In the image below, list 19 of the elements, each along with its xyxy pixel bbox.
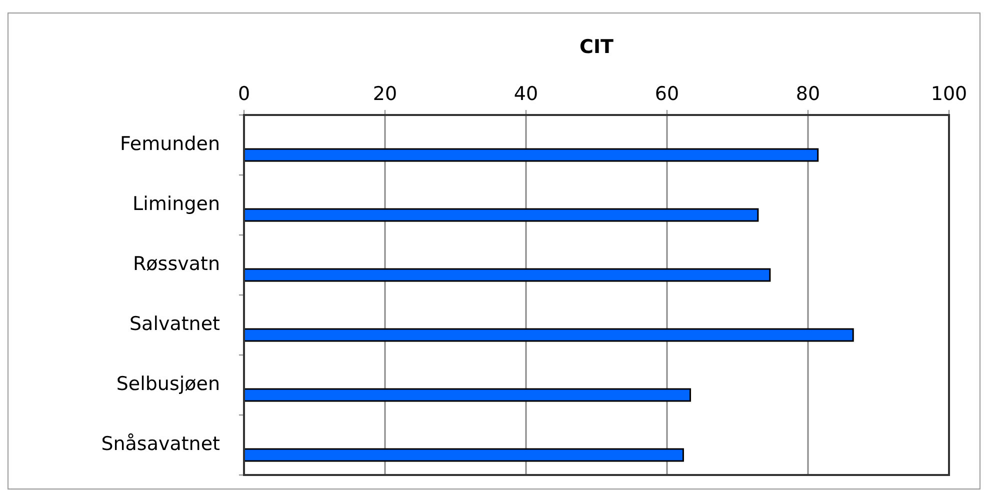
- bar: [243, 148, 819, 162]
- x-axis-title: CIT: [580, 36, 614, 58]
- y-tick-label: Røssvatn: [132, 253, 220, 275]
- y-tick-label: Selbusjøen: [116, 373, 220, 395]
- bar: [243, 208, 759, 222]
- x-tick-label: 40: [514, 83, 538, 105]
- bar: [243, 388, 692, 402]
- y-tick-label: Salvatnet: [129, 313, 220, 335]
- bar: [243, 268, 771, 282]
- x-tick-label: 60: [654, 83, 680, 105]
- x-tick-label: 80: [796, 83, 820, 105]
- bar: [243, 448, 684, 462]
- bar: [243, 328, 854, 342]
- x-tick-label: 20: [372, 83, 398, 105]
- x-tick-label: 100: [930, 83, 968, 105]
- x-tick-label: 0: [238, 83, 250, 105]
- y-tick-label: Snåsavatnet: [101, 433, 220, 455]
- y-tick-label: Femunden: [120, 133, 220, 155]
- y-tick-label: Limingen: [132, 193, 220, 215]
